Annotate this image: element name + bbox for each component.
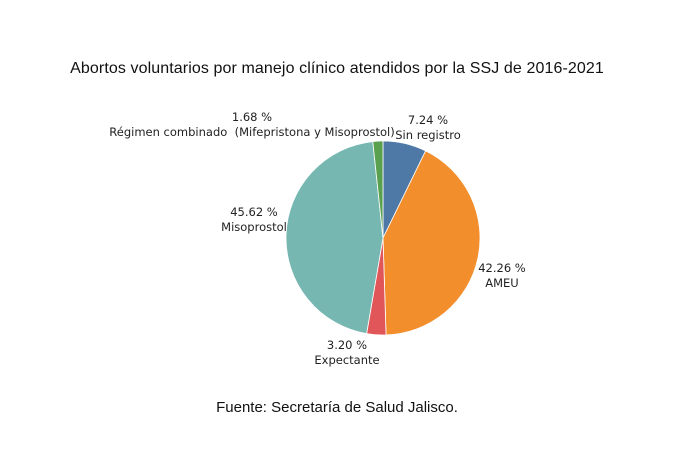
slice-name-misoprostol: Misoprostol (221, 220, 287, 234)
slice-percent-misoprostol: 45.62 % (230, 205, 278, 219)
slice-percent-expectante: 3.20 % (327, 338, 367, 352)
slice-name-sin: Sin registro (395, 128, 461, 142)
slice-percent-regimen: 1.68 % (232, 110, 272, 124)
slice-name-ameu: AMEU (485, 276, 518, 290)
source-note: Fuente: Secretaría de Salud Jalisco. (216, 399, 458, 416)
pie-slice-regimen (372, 140, 384, 239)
pie-slice-misoprostol (285, 141, 384, 335)
slice-percent-sin: 7.24 % (408, 113, 448, 127)
slice-name-expectante: Expectante (314, 353, 379, 367)
pie-slice-ameu (382, 150, 481, 336)
chart-title: Abortos voluntarios por manejo clínico a… (70, 60, 604, 77)
slice-percent-ameu: 42.26 % (478, 261, 526, 275)
slice-name-regimen: Régimen combinado (Mifepristona y Misopr… (109, 125, 394, 139)
